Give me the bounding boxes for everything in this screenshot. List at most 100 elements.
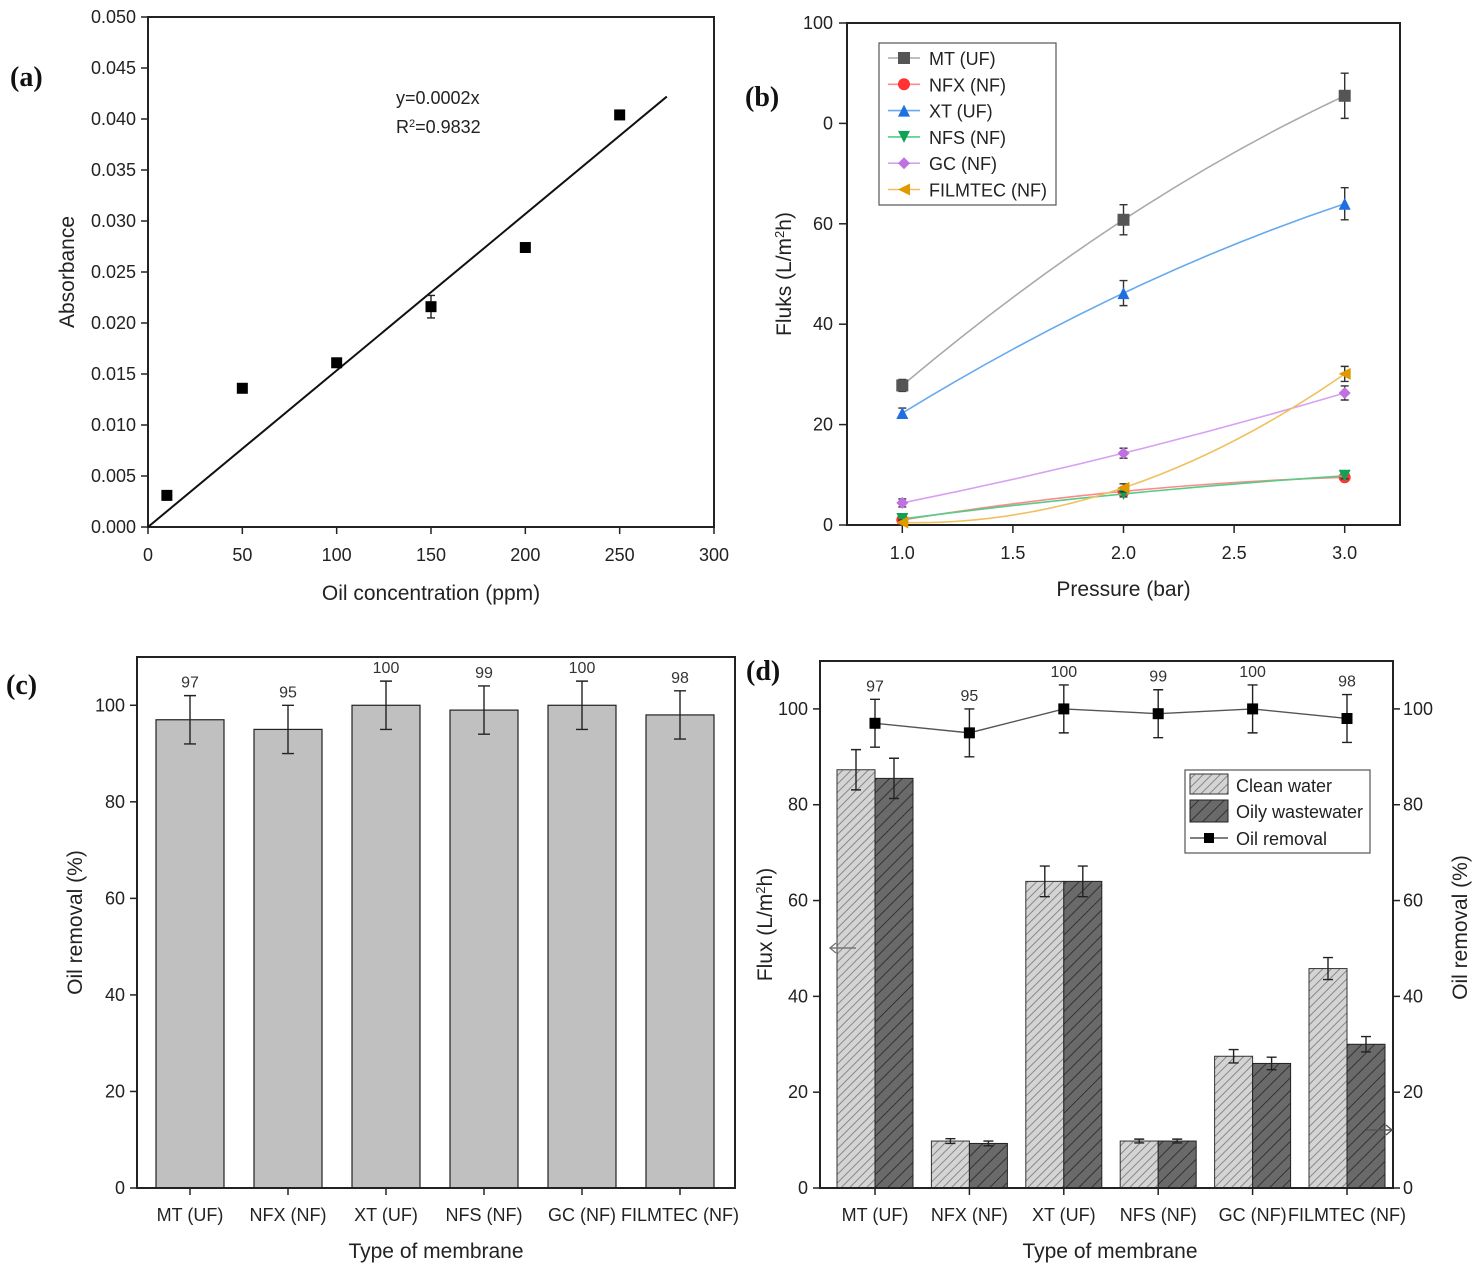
y-tick-label: 0.020 (91, 313, 136, 333)
y2-tick-label: 40 (1403, 986, 1423, 1006)
bar (155, 719, 225, 1189)
fit-line (147, 95, 668, 528)
y2-tick-label: 60 (1403, 891, 1423, 911)
bar-clean-water (1308, 968, 1348, 1189)
error-bar (380, 680, 392, 731)
data-point (425, 301, 437, 313)
bar (547, 704, 617, 1189)
data-label: 100 (569, 660, 596, 677)
x-tick-label: 2.5 (1222, 543, 1247, 563)
y2-tick-label: 20 (1403, 1082, 1423, 1102)
y-tick-label: 0.025 (91, 262, 136, 282)
data-point (1152, 708, 1164, 720)
bar-clean-water (1025, 880, 1065, 1189)
error-bar (1077, 865, 1088, 898)
data-point (161, 489, 173, 501)
y-tick-label: 20 (788, 1082, 808, 1102)
y-tick-label: 20 (813, 415, 833, 435)
bar-oily-wastewater (1346, 1043, 1386, 1189)
left-axis-arrow-icon (828, 942, 856, 954)
bar-clean-water (836, 769, 876, 1189)
y2-tick-label: 0 (1403, 1178, 1413, 1198)
y-tick-label: 0.050 (91, 7, 136, 27)
data-point (896, 512, 909, 525)
y-tick-label: 60 (788, 891, 808, 911)
y-tick-label: 0.015 (91, 364, 136, 384)
x-tick-label: XT (UF) (354, 1205, 418, 1225)
legend-label: GC (NF) (929, 154, 997, 174)
bar-oily-wastewater (1157, 1140, 1197, 1189)
y-tick-label: 0 (115, 1178, 125, 1198)
error-bar (1266, 1056, 1277, 1071)
error-bar (851, 748, 861, 791)
y-axis-label-part: 2 (772, 231, 787, 238)
error-bar (945, 1137, 956, 1145)
data-point (1338, 197, 1351, 210)
error-bar (1228, 1048, 1239, 1064)
y-tick-label: 0.035 (91, 160, 136, 180)
bar-oily-wastewater (1252, 1062, 1292, 1189)
bar-clean-water (1214, 1055, 1254, 1189)
y-tick-label: 20 (105, 1081, 125, 1101)
data-point (898, 130, 910, 143)
x-tick-label: 300 (699, 545, 729, 565)
x-tick-label: 250 (605, 545, 635, 565)
data-point (896, 379, 909, 392)
x-tick-label: 0 (143, 545, 153, 565)
x-tick-label: 150 (416, 545, 446, 565)
data-point (1247, 703, 1259, 715)
data-point (519, 242, 531, 254)
y-tick-label: 100 (803, 13, 833, 33)
panel-c: 97 MT (UF) 95 NFX (NF) 100 XT (UF) 99 NFS (NF) 1… (64, 656, 739, 1263)
x-tick-label: NFS (NF) (446, 1205, 523, 1225)
y2-axis-label: Oil removal (%) (1449, 855, 1472, 1000)
data-label: 100 (1239, 664, 1266, 681)
equation-label: y=0.0002x (396, 88, 480, 108)
error-bar (1361, 1035, 1371, 1053)
legend-label: XT (UF) (929, 102, 993, 122)
data-point (963, 727, 975, 739)
y-axis-label-part: 2 (753, 886, 768, 893)
x-axis-label: Oil concentration (ppm) (322, 582, 540, 605)
bar (253, 728, 323, 1189)
data-point (614, 109, 626, 121)
data-point (896, 407, 909, 420)
y-tick-label: 100 (95, 695, 125, 715)
data-point (898, 104, 910, 117)
x-tick-label: 2.0 (1111, 543, 1136, 563)
bar-clean-water (930, 1140, 970, 1189)
x-tick-label: 100 (322, 545, 352, 565)
data-point (1117, 213, 1130, 226)
x-tick-label: 200 (510, 545, 540, 565)
data-point (1338, 367, 1351, 380)
y-axis-label: Fluks (L/m2h) (772, 212, 797, 336)
data-point (1117, 287, 1130, 300)
data-point (898, 78, 910, 91)
error-bar (1134, 1138, 1145, 1144)
data-label: 98 (1338, 674, 1356, 691)
x-axis-label: Type of membrane (1022, 1240, 1197, 1263)
x-tick-label: NFS (NF) (1120, 1205, 1197, 1225)
data-point (1117, 447, 1130, 460)
data-point (1338, 469, 1351, 482)
r-squared-part: =0.9832 (415, 117, 481, 137)
right-axis-arrow-icon (1366, 1124, 1394, 1136)
error-bar (282, 704, 294, 755)
data-label: 95 (279, 684, 297, 701)
data-label: 97 (866, 678, 884, 695)
y-tick-label: 0.005 (91, 466, 136, 486)
data-point (898, 52, 910, 64)
y-axis-label: Oil removal (%) (64, 850, 87, 995)
y-tick-label: 0 (823, 515, 833, 535)
panel-a: 0 50 100 150 200 250 300 0.000 0.005 0.010 0.015 0.… (56, 7, 729, 605)
y-tick-label: 60 (813, 214, 833, 234)
panel-d: MT (UF) NFX (NF) XT (UF) NFS (NF) GC (NF) FIL… (753, 660, 1472, 1263)
oil-removal-line (874, 708, 1348, 734)
data-label: 99 (475, 665, 493, 682)
data-label: 95 (961, 688, 979, 705)
data-point (896, 496, 909, 509)
x-tick-label: 3.0 (1332, 543, 1357, 563)
data-point (236, 382, 248, 394)
r-squared-part: 2 (409, 118, 415, 130)
